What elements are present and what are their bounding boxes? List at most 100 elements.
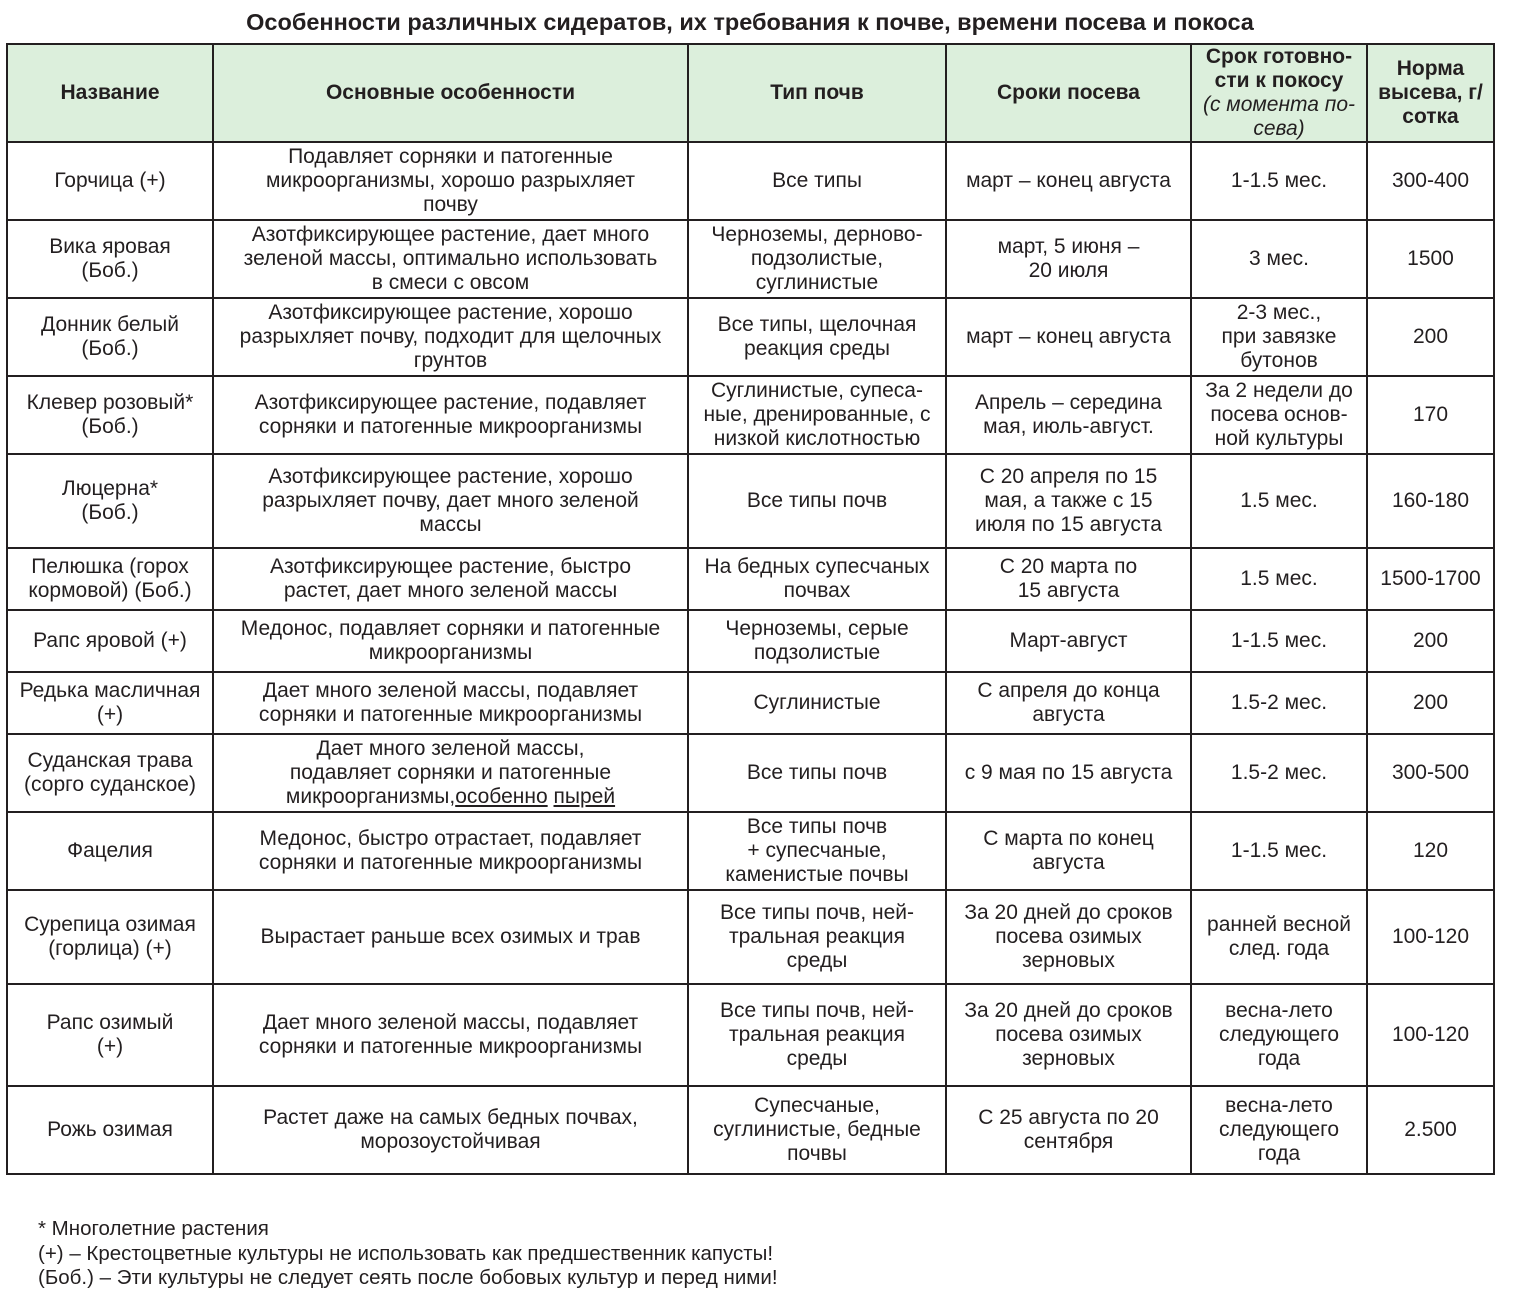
cell-text: Рожь озимая (47, 1118, 173, 1141)
cell-text: 1.5 мес. (1240, 489, 1318, 512)
cell-features: Вырастает раньше всех озимых и трав (212, 889, 689, 985)
cell-rate: 2.500 (1366, 1085, 1495, 1175)
cell-text: 2-3 мес., при завязке бутонов (1221, 301, 1337, 372)
cell-text: С 20 апреля по 15 мая, а также с 15 июля… (975, 465, 1162, 536)
cell-soil: Все типы (687, 141, 947, 221)
cell-text: 170 (1412, 403, 1449, 426)
cell-text: За 2 недели до посева основ- ной культур… (1205, 379, 1353, 450)
cell-text: С 20 марта по 15 августа (999, 555, 1138, 602)
cell-name: Фацелия (6, 811, 214, 891)
table-row: Рапс яровой (+) Медонос, подавляет сорняк… (6, 609, 1495, 673)
cell-text: Растет даже на самых бедных почвах, моро… (263, 1106, 638, 1153)
footnote: * Многолетние растения (38, 1217, 269, 1240)
cell-text: С марта по конец августа (983, 827, 1154, 874)
cell-sowing: За 20 дней до сроков посева озимых зерно… (945, 983, 1192, 1087)
table-row: Сурепица озимая (горлица) (+) Вырастает р… (6, 889, 1495, 985)
cell-rate: 200 (1366, 671, 1495, 735)
table-row: Пелюшка (горох кормовой) (Боб.) Азотфикси… (6, 547, 1495, 611)
cell-text: 300-400 (1391, 169, 1470, 192)
cell-sowing: с 9 мая по 15 августа (945, 733, 1192, 813)
cell-name: Вика яровая (Боб.) (6, 219, 214, 299)
cell-text: Дает много зеленой массы, подавляет сорн… (258, 679, 643, 726)
cell-text: Все типы почв, ней- тральная реакция сре… (719, 901, 915, 972)
cell-text: Медонос, подавляет сорняки и патогенные … (240, 617, 661, 664)
cell-text: Горчица (+) (54, 169, 166, 192)
cell-sowing: Апрель – середина мая, июль-август. (945, 375, 1192, 455)
cell-text: С апреля до конца августа (977, 679, 1160, 726)
cell-text: весна-лето следующего года (1218, 1094, 1340, 1165)
cell-ready: За 2 недели до посева основ- ной культур… (1190, 375, 1368, 455)
cell-features: Медонос, быстро отрастает, подавляет сор… (212, 811, 689, 891)
cell-rate: 120 (1366, 811, 1495, 891)
table-row: Люцерна* (Боб.) Азотфиксирующее растение,… (6, 453, 1495, 549)
table-row: Редька масличная (+) Дает много зеленой м… (6, 671, 1495, 735)
cell-rate: 1500-1700 (1366, 547, 1495, 611)
cell-name: Рапс озимый (+) (6, 983, 214, 1087)
cell-sowing: За 20 дней до сроков посева озимых зерно… (945, 889, 1192, 985)
cell-features: Азотфиксирующее растение, быстро растет,… (212, 547, 689, 611)
cell-text: Все типы, щелочная реакция среды (717, 313, 917, 360)
cell-text: 1500 (1407, 247, 1454, 270)
footnote: (Боб.) – Эти культуры не следует сеять п… (38, 1266, 778, 1289)
header-row: Название Основные особенности Тип почв С… (6, 43, 1495, 143)
cell-name: Рожь озимая (6, 1085, 214, 1175)
cell-text: Все типы почв (746, 489, 888, 512)
cell-text: 200 (1412, 325, 1449, 348)
cell-name: Сурепица озимая (горлица) (+) (6, 889, 214, 985)
cell-text: 200 (1412, 691, 1449, 714)
cell-sowing: С 20 марта по 15 августа (945, 547, 1192, 611)
cell-text: Азотфиксирующее растение, быстро растет,… (269, 555, 632, 602)
cell-text: 1.5-2 мес. (1230, 691, 1328, 714)
cell-features: Дает много зеленой массы, подавляет сорн… (212, 983, 689, 1087)
cell-text: Рапс озимый (+) (46, 1011, 174, 1058)
cell-name: Редька масличная (+) (6, 671, 214, 735)
cell-text: 3 мес. (1249, 247, 1309, 270)
cell-rate: 1500 (1366, 219, 1495, 299)
header-ready-label: Срок готовно- сти к покосу (1205, 45, 1353, 92)
cell-soil: На бедных супесчаных почвах (687, 547, 947, 611)
cell-soil: Суглинистые (687, 671, 947, 735)
cell-ready: ранней весной след. года (1190, 889, 1368, 985)
cell-text: 1.5-2 мес. (1230, 761, 1328, 784)
table-title: Особенности различных сидератов, их треб… (246, 9, 1254, 35)
cell-text: 1-1.5 мес. (1230, 169, 1328, 192)
cell-sowing: Март-август (945, 609, 1192, 673)
cell-text: Дает много зеленой массы, подавляет сорн… (285, 737, 612, 808)
cell-sowing: С 20 апреля по 15 мая, а также с 15 июля… (945, 453, 1192, 549)
cell-sowing: С апреля до конца августа (945, 671, 1192, 735)
cell-soil: Все типы почв, ней- тральная реакция сре… (687, 983, 947, 1087)
cell-rate: 100-120 (1366, 983, 1495, 1087)
cell-soil: Черноземы, серые подзолистые (687, 609, 947, 673)
cell-soil: Все типы, щелочная реакция среды (687, 297, 947, 377)
table-row: Вика яровая (Боб.) Азотфиксирующее растен… (6, 219, 1495, 299)
cell-ready: 1.5 мес. (1190, 547, 1368, 611)
cell-text: Азотфиксирующее растение, хорошо разрыхл… (239, 301, 662, 372)
cell-text: весна-лето следующего года (1218, 999, 1340, 1070)
cell-text: Азотфиксирующее растение, подавляет сорн… (254, 391, 647, 438)
cell-text: Люцерна* (Боб.) (61, 477, 159, 524)
cell-text: Вырастает раньше всех озимых и трав (260, 925, 641, 948)
cell-features: Дает много зеленой массы, подавляет сорн… (212, 733, 689, 813)
cell-ready: 2-3 мес., при завязке бутонов (1190, 297, 1368, 377)
footnote: (+) – Крестоцветные культуры не использо… (38, 1241, 774, 1265)
cell-features: Дает много зеленой массы, подавляет сорн… (212, 671, 689, 735)
cell-name: Донник белый (Боб.) (6, 297, 214, 377)
cell-rate: 170 (1366, 375, 1495, 455)
footnotes: * Многолетние растения (+) – Крестоцветн… (38, 1217, 778, 1291)
cell-rate: 100-120 (1366, 889, 1495, 985)
cell-ready: 1.5 мес. (1190, 453, 1368, 549)
table-row: Рожь озимая Растет даже на самых бедных п… (6, 1085, 1495, 1175)
underlined-text: особенно (455, 785, 548, 808)
cell-text: Донник белый (Боб.) (41, 313, 179, 360)
cell-text: Азотфиксирующее растение, дает много зел… (243, 223, 658, 294)
header-ready-note: (с момента по- сева) (1202, 93, 1356, 140)
cell-ready: 1-1.5 мес. (1190, 141, 1368, 221)
underlined-text: пырей (553, 785, 616, 808)
cell-text: 200 (1412, 629, 1449, 652)
table-row: Клевер розовый* (Боб.) Азотфиксирующее ра… (6, 375, 1495, 455)
cell-features: Азотфиксирующее растение, хорошо разрыхл… (212, 453, 689, 549)
table-row: Донник белый (Боб.) Азотфиксирующее расте… (6, 297, 1495, 377)
cell-text: Сурепица озимая (горлица) (+) (24, 913, 196, 960)
table-row: Рапс озимый (+) Дает много зеленой массы,… (6, 983, 1495, 1087)
cell-text: 1-1.5 мес. (1230, 839, 1328, 862)
